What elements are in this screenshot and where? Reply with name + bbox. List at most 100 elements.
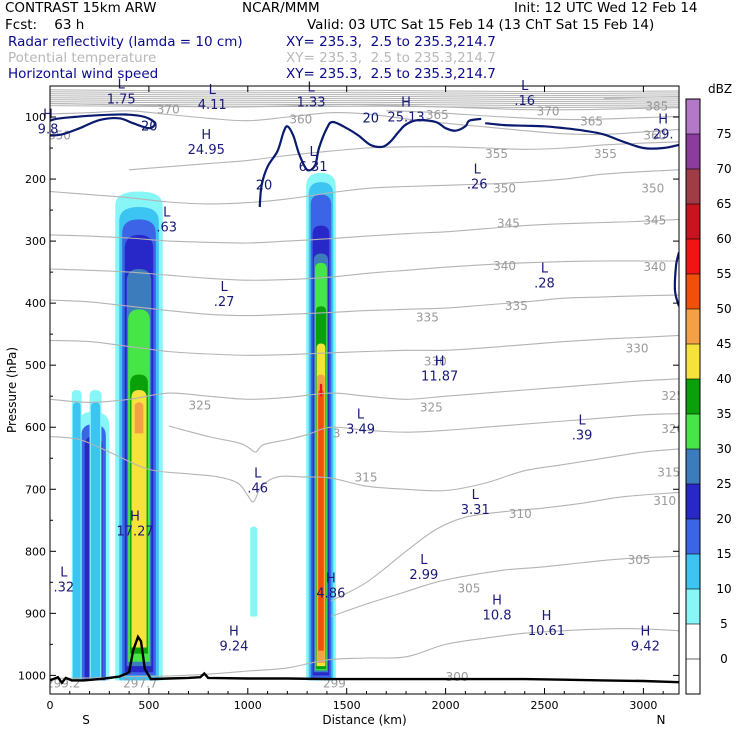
- theta-contour-upper-1: [50, 91, 679, 95]
- theta-label: 370: [157, 103, 180, 117]
- extremum-low-marker: L: [220, 280, 228, 295]
- theta-contour-upper-4: [50, 97, 679, 101]
- theta-label: 360: [643, 129, 666, 143]
- x-tick-label: 3000: [629, 699, 657, 712]
- theta-label: 310: [653, 494, 676, 508]
- colorbar-segment-15: [686, 519, 700, 554]
- y-tick-label: 400: [25, 297, 46, 310]
- extremum-low-marker: L: [578, 414, 586, 429]
- extremum-value: 9.8: [38, 123, 59, 138]
- extremum-value: 9.42: [631, 639, 660, 654]
- extremum-high-marker: H: [43, 108, 53, 123]
- theta-label: 355: [594, 147, 617, 161]
- wind-contour-1: [258, 117, 482, 208]
- extremum-value: 2.99: [409, 568, 438, 583]
- reflectivity-tower-1-band-10: [319, 383, 323, 397]
- extremum-value: 1.33: [297, 95, 326, 110]
- theta-label: 325: [188, 399, 211, 413]
- wind-contour-3: [673, 252, 679, 307]
- extremum-high-marker: H: [435, 355, 445, 370]
- colorbar-unit: dBZ: [708, 82, 732, 96]
- colorbar-frame: [685, 98, 701, 695]
- x-tick-label: 2500: [530, 699, 558, 712]
- theta-contour-315: [50, 435, 679, 503]
- colorbar-label: 45: [716, 337, 731, 351]
- y-tick-label: 900: [25, 607, 46, 620]
- theta-label: 305: [457, 582, 480, 596]
- extremum-high-marker: H: [658, 113, 668, 128]
- theta-label: 315: [657, 466, 680, 480]
- colorbar-label: 10: [716, 582, 731, 596]
- extremum-low-marker: L: [472, 488, 480, 503]
- colorbar-segment-35: [686, 379, 700, 414]
- y-axis-title: Pressure (hPa): [5, 347, 19, 433]
- x-tick-label: 500: [138, 699, 159, 712]
- reflectivity-cell-1-band-1: [72, 402, 81, 681]
- x-tick-label: 1000: [234, 699, 262, 712]
- theta-contour-345: [50, 218, 679, 244]
- extremum-value: 17.27: [116, 525, 153, 540]
- colorbar-label: 15: [716, 547, 731, 561]
- plot-frame: [49, 85, 680, 695]
- extremum-high-marker: H: [401, 95, 411, 110]
- init-time: Init: 12 UTC Wed 12 Feb 14: [514, 0, 698, 16]
- x-tick-label: 2000: [432, 699, 460, 712]
- y-tick-label: 100: [25, 111, 46, 124]
- theta-label: 330: [424, 354, 447, 368]
- colorbar-segment-50: [686, 274, 700, 309]
- colorbar-segment-20: [686, 484, 700, 519]
- extremum-low-marker: L: [309, 145, 317, 160]
- extremum-value: 29.: [653, 128, 674, 143]
- extremum-value: .16: [514, 94, 535, 109]
- extremum-value: .39: [572, 429, 593, 444]
- theta-label: 340: [493, 259, 516, 273]
- extremum-low-marker: L: [357, 407, 365, 422]
- theta-contour-305: [330, 555, 679, 617]
- field-1-coords: XY= 235.3, 2.5 to 235.3,214.7: [286, 34, 496, 50]
- theta-contour-350: [50, 169, 679, 205]
- extremum-high-marker: H: [542, 609, 552, 624]
- axes: 0 500 1000 1500 2000 2500 3000 100 200 300 400 500 6…: [5, 85, 680, 727]
- wind-contour-label: 20: [141, 119, 158, 134]
- wind-contour-0: [50, 113, 156, 137]
- extremum-low-marker: L: [521, 79, 529, 94]
- theta-label: 345: [643, 214, 666, 228]
- wind-contour-2: [485, 122, 679, 150]
- colorbar-label: 25: [716, 477, 731, 491]
- extremum-high-marker: H: [201, 128, 211, 143]
- colorbar-segment-75: [686, 99, 700, 134]
- colorbar-label: 65: [716, 197, 731, 211]
- wind-contour-label: 20: [363, 111, 380, 126]
- theta-contour-370: [50, 102, 679, 111]
- colorbar-segment-45: [686, 309, 700, 344]
- colorbar-label: 20: [716, 512, 731, 526]
- extremum-value: 9.24: [219, 639, 248, 654]
- extremum-low-marker: L: [209, 83, 217, 98]
- theta-contour-upper-6: [50, 101, 679, 105]
- theta-label: 365: [426, 108, 449, 122]
- extremum-high-marker: H: [326, 572, 336, 587]
- theta-label: 335: [416, 310, 439, 324]
- theta-label: 3: [333, 426, 341, 440]
- theta-label: 350: [493, 181, 516, 195]
- colorbar-label: 40: [716, 372, 731, 386]
- reflectivity-cell-2-band-1: [90, 402, 101, 681]
- colorbar-label: 0: [720, 652, 728, 666]
- y-tick-label: 500: [25, 359, 46, 372]
- theta-contour-upper-8: [50, 105, 679, 109]
- reflectivity-tower-1-band-9: [318, 390, 324, 651]
- wind-speed-contours: 20 20 20: [50, 111, 679, 307]
- extremum-high-marker: H: [229, 624, 239, 639]
- field-3-name: Horizontal wind speed: [8, 66, 159, 82]
- model-title: CONTRAST 15km ARW: [5, 0, 157, 16]
- extremum-value: 1.75: [107, 92, 136, 107]
- field-2-name: Potential temperature: [8, 50, 157, 66]
- extremum-value: 6.31: [299, 160, 328, 175]
- field-1-name: Radar reflectivity (lamda = 10 cm): [8, 34, 243, 50]
- theta-contour-335: [50, 294, 679, 317]
- colorbar-label: 5: [720, 617, 728, 631]
- theta-contour-360: [50, 110, 679, 136]
- extremum-low-marker: L: [118, 77, 126, 92]
- extremum-value: 3.49: [346, 422, 375, 437]
- extremum-low-marker: L: [60, 566, 68, 581]
